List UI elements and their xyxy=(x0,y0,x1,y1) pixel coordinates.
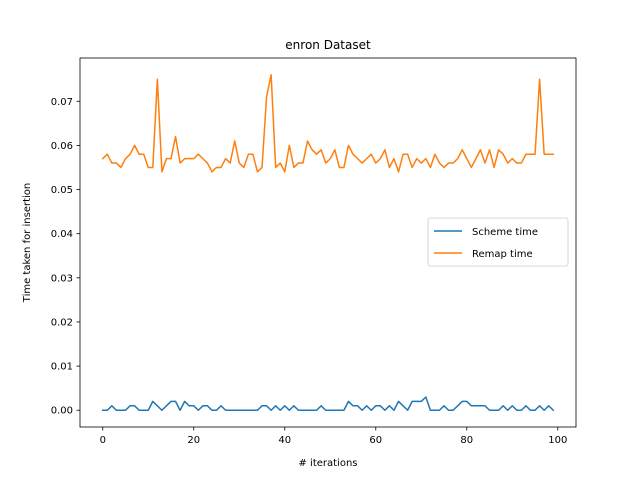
y-tick-label-2: 0.02 xyxy=(51,317,73,328)
y-tick-label-4: 0.04 xyxy=(51,229,73,240)
legend-label-scheme-time: Scheme time xyxy=(472,227,538,238)
x-axis: 0 20 40 60 80 100 xyxy=(100,427,567,446)
x-tick-label-0: 0 xyxy=(100,435,106,446)
series-line-remap-time xyxy=(101,74,554,173)
chart-title: enron Dataset xyxy=(285,38,371,52)
x-tick-label-20: 20 xyxy=(187,435,200,446)
legend-label-remap-time: Remap time xyxy=(472,249,533,260)
x-tick-label-100: 100 xyxy=(548,435,567,446)
x-axis-label: # iterations xyxy=(298,458,357,469)
plot-area xyxy=(79,57,577,428)
series-lines xyxy=(101,74,555,412)
y-tick-label-3: 0.03 xyxy=(51,273,73,284)
y-tick-label-1: 0.01 xyxy=(51,362,73,373)
y-tick-label-6: 0.06 xyxy=(51,141,73,152)
y-tick-label-5: 0.05 xyxy=(51,185,73,196)
legend: Scheme time Remap time xyxy=(427,217,569,267)
x-tick-label-80: 80 xyxy=(460,435,473,446)
x-tick-label-40: 40 xyxy=(278,435,291,446)
x-tick-label-60: 60 xyxy=(369,435,382,446)
y-tick-label-7: 0.07 xyxy=(51,97,73,108)
series-line-scheme-time xyxy=(102,396,555,412)
y-axis: 0.00 0.01 0.02 0.03 0.04 0.05 0.06 0.07 xyxy=(51,97,80,417)
y-axis-label: Time taken for insertion xyxy=(22,183,33,303)
legend-box xyxy=(427,217,569,267)
plot-frame xyxy=(79,57,577,428)
y-tick-label-0: 0.00 xyxy=(51,406,73,417)
